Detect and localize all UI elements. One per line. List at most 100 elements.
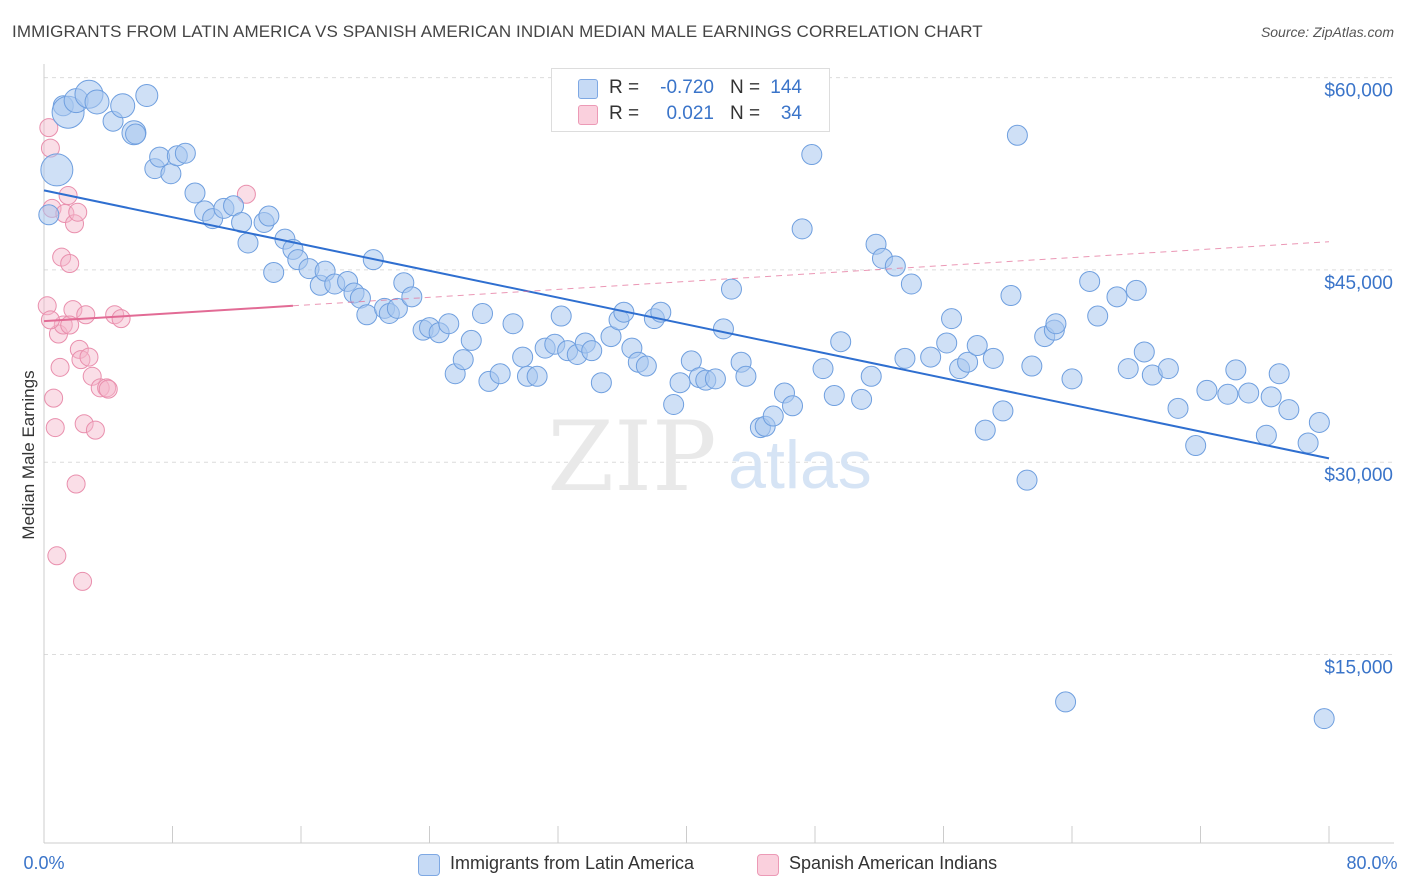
point-immigrants-latin-america <box>84 89 110 115</box>
point-spanish-american-indians <box>52 247 72 267</box>
watermark: ZIP atlas <box>547 401 871 513</box>
point-spanish-american-indians <box>97 378 117 398</box>
point-spanish-american-indians <box>90 378 110 398</box>
point-spanish-american-indians <box>82 366 102 386</box>
point-spanish-american-indians <box>73 571 93 591</box>
point-immigrants-latin-america <box>1021 355 1043 377</box>
point-immigrants-latin-america <box>581 340 603 362</box>
point-immigrants-latin-america <box>1157 358 1179 380</box>
legend-r-value: -0.720 <box>660 77 714 98</box>
y-tick-label: $60,000 <box>1324 81 1393 102</box>
point-immigrants-latin-america <box>830 331 852 353</box>
point-immigrants-latin-america <box>1260 386 1282 408</box>
point-immigrants-latin-america <box>982 347 1004 369</box>
point-spanish-american-indians <box>98 379 118 399</box>
point-immigrants-latin-america <box>110 93 136 119</box>
trendline-spanish-american-indians <box>43 304 294 323</box>
point-immigrants-latin-america <box>1238 382 1260 404</box>
point-immigrants-latin-america <box>512 346 534 368</box>
point-immigrants-latin-america <box>125 123 147 145</box>
point-immigrants-latin-america <box>920 346 942 368</box>
legend-n-value: 34 <box>780 103 802 124</box>
point-immigrants-latin-america <box>1255 424 1277 446</box>
point-immigrants-latin-america <box>1297 432 1319 454</box>
point-immigrants-latin-america <box>1000 285 1022 307</box>
watermark-zip: ZIP <box>547 401 716 513</box>
point-spanish-american-indians <box>50 357 70 377</box>
point-immigrants-latin-america <box>149 146 171 168</box>
point-spanish-american-indians <box>111 309 131 329</box>
point-immigrants-latin-america <box>663 394 685 416</box>
chart-title: IMMIGRANTS FROM LATIN AMERICA VS SPANISH… <box>12 22 983 41</box>
point-immigrants-latin-america <box>704 368 726 390</box>
point-immigrants-latin-america <box>974 419 996 441</box>
point-spanish-american-indians <box>79 347 99 367</box>
legend-r-label: R = <box>609 103 640 124</box>
point-immigrants-latin-america <box>957 351 979 373</box>
point-immigrants-latin-america <box>258 205 280 227</box>
point-immigrants-latin-america <box>801 144 823 166</box>
point-immigrants-latin-america <box>237 232 259 254</box>
legend-n-label: N = <box>730 103 761 124</box>
point-immigrants-latin-america <box>1313 708 1335 730</box>
point-immigrants-latin-america <box>735 365 757 387</box>
bottom-legend-label-series1: Immigrants from Latin America <box>450 853 695 873</box>
point-immigrants-latin-america <box>812 358 834 380</box>
point-immigrants-latin-america <box>1106 286 1128 308</box>
point-immigrants-latin-america <box>1217 383 1239 405</box>
point-immigrants-latin-america <box>860 365 882 387</box>
point-spanish-american-indians <box>65 214 85 234</box>
bottom-legend-swatch-blue <box>418 854 440 876</box>
point-immigrants-latin-america <box>1117 358 1139 380</box>
point-spanish-american-indians <box>71 350 91 370</box>
point-immigrants-latin-america <box>1196 379 1218 401</box>
point-immigrants-latin-america <box>590 372 612 394</box>
y-tick-label: $45,000 <box>1324 273 1393 294</box>
point-immigrants-latin-america <box>791 218 813 240</box>
point-spanish-american-indians <box>47 546 67 566</box>
y-axis-label: Median Male Earnings <box>19 370 38 539</box>
legend-row-series2: R = 0.021 N = 34 <box>552 101 829 127</box>
point-immigrants-latin-america <box>160 163 182 185</box>
point-immigrants-latin-america <box>1087 305 1109 327</box>
point-spanish-american-indians <box>39 118 59 138</box>
point-immigrants-latin-america <box>936 332 958 354</box>
point-immigrants-latin-america <box>1079 270 1101 292</box>
watermark-atlas: atlas <box>728 427 872 503</box>
point-immigrants-latin-america <box>941 308 963 330</box>
point-immigrants-latin-america <box>900 273 922 295</box>
point-spanish-american-indians <box>85 420 105 440</box>
point-immigrants-latin-america <box>356 304 378 326</box>
x-tick-label-max: 80.0% <box>1346 853 1397 873</box>
point-spanish-american-indians <box>236 184 256 204</box>
point-immigrants-latin-america <box>526 365 548 387</box>
point-immigrants-latin-america <box>966 335 988 357</box>
point-immigrants-latin-america <box>452 349 474 371</box>
point-spanish-american-indians <box>45 418 65 438</box>
correlation-legend: R = -0.720 N = 144 R = 0.021 N = 34 <box>551 68 830 132</box>
point-immigrants-latin-america <box>669 372 691 394</box>
y-tick-label: $15,000 <box>1324 658 1393 679</box>
point-immigrants-latin-america <box>1185 435 1207 457</box>
point-immigrants-latin-america <box>1167 397 1189 419</box>
point-immigrants-latin-america <box>438 313 460 335</box>
y-tick-label: $30,000 <box>1324 465 1393 486</box>
point-spanish-american-indians <box>60 253 80 273</box>
point-immigrants-latin-america <box>762 405 784 427</box>
point-immigrants-latin-america <box>884 255 906 277</box>
point-immigrants-latin-america <box>851 388 873 410</box>
point-immigrants-latin-america <box>386 297 408 319</box>
point-immigrants-latin-america <box>1268 363 1290 385</box>
point-immigrants-latin-america <box>635 355 657 377</box>
point-immigrants-latin-america <box>263 261 285 283</box>
point-immigrants-latin-america <box>782 395 804 417</box>
legend-swatch-pink <box>578 105 598 125</box>
point-spanish-american-indians <box>76 305 96 325</box>
point-immigrants-latin-america <box>1278 399 1300 421</box>
legend-r-label: R = <box>609 77 640 98</box>
legend-n-label: N = <box>730 77 761 98</box>
legend-row-series1: R = -0.720 N = 144 <box>552 75 829 101</box>
point-immigrants-latin-america <box>823 385 845 407</box>
point-immigrants-latin-america <box>184 182 206 204</box>
